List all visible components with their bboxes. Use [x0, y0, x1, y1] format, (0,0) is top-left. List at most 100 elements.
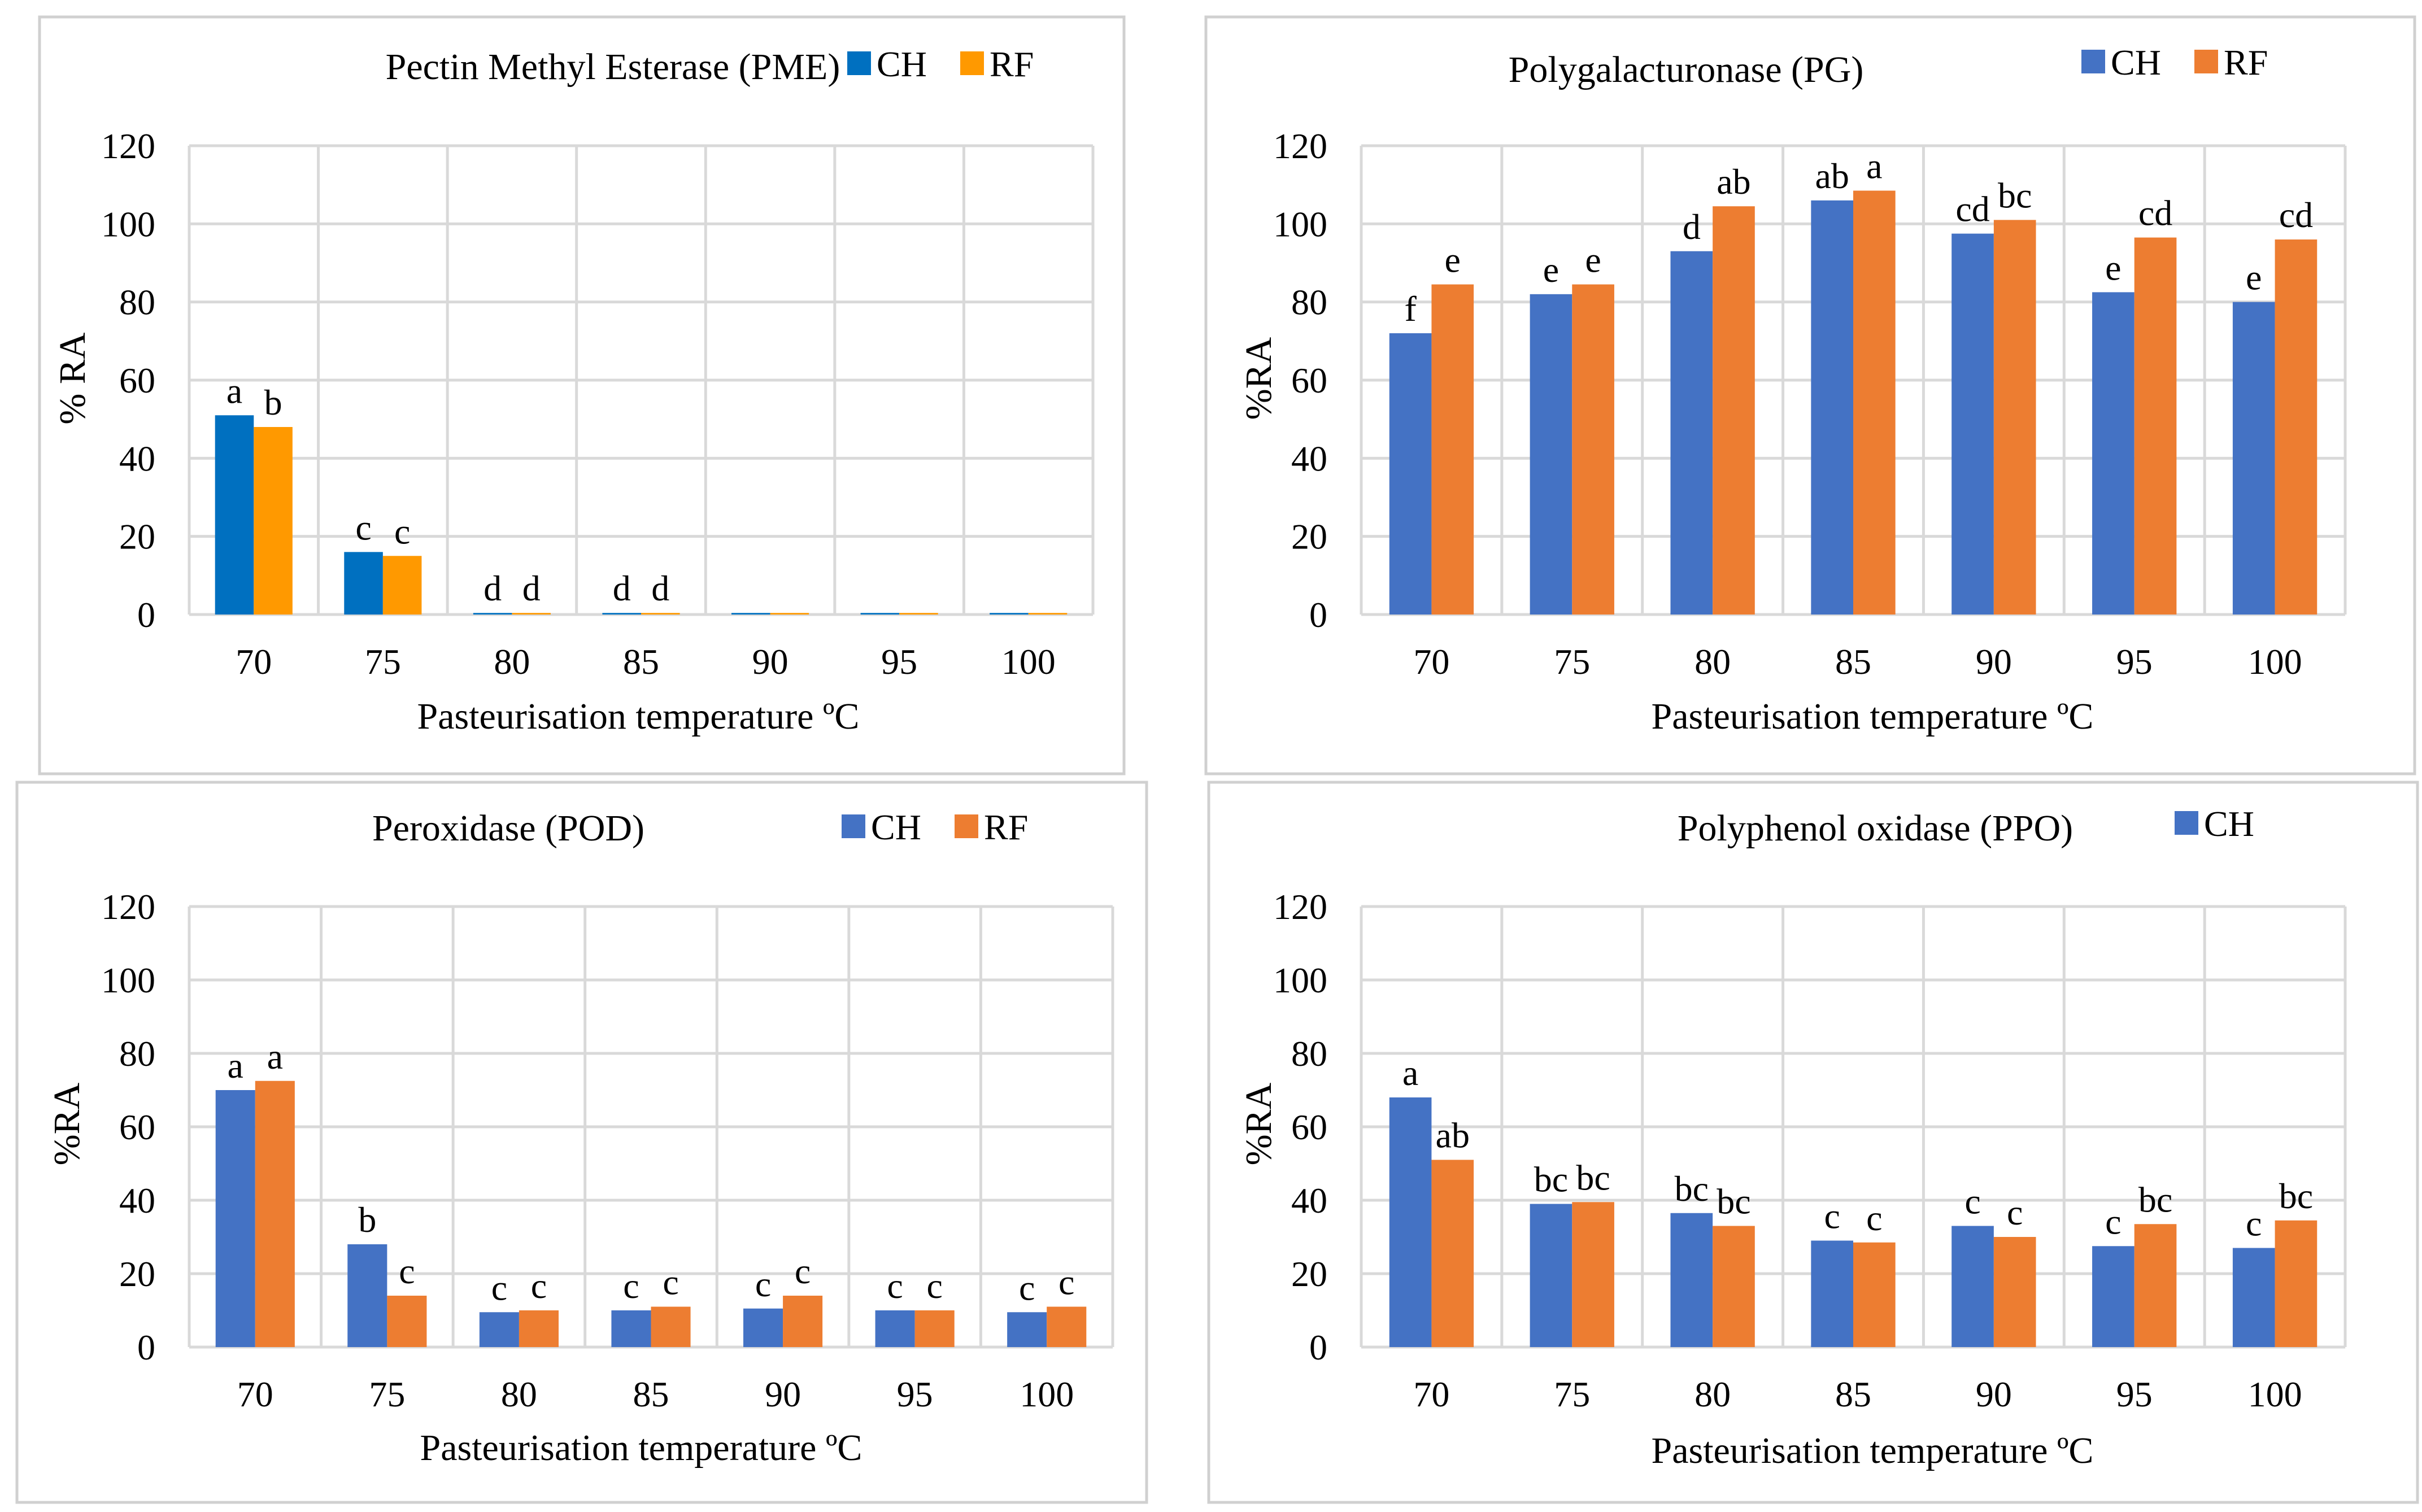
- significance-label: e: [1543, 250, 1559, 290]
- significance-label: bc: [2138, 1179, 2172, 1219]
- legend-label-ch: CH: [871, 807, 921, 847]
- significance-label: d: [522, 568, 541, 608]
- x-tick-label: 95: [897, 1374, 933, 1414]
- significance-label: cd: [1955, 189, 1989, 229]
- bar-rf-90: [770, 613, 809, 615]
- bar-ch-90: [731, 613, 770, 615]
- y-tick-label: 0: [1309, 1327, 1327, 1367]
- x-tick-label: 90: [1976, 1374, 2012, 1414]
- x-tick-label: 95: [881, 642, 917, 682]
- x-axis-title: Pasteurisation temperature ºC: [417, 696, 860, 737]
- y-tick-label: 40: [119, 1180, 155, 1221]
- x-tick-label: 95: [2116, 1374, 2153, 1414]
- bar-rf-85: [1853, 190, 1896, 615]
- legend-label-rf: RF: [984, 807, 1028, 847]
- bar-rf-95: [899, 613, 938, 615]
- bar-rf-70: [1431, 284, 1474, 615]
- significance-label: bc: [1717, 1182, 1750, 1222]
- panel-frame: [15, 781, 1148, 1504]
- y-tick-label: 0: [137, 595, 155, 635]
- y-tick-label: 20: [119, 1254, 155, 1294]
- significance-label: ab: [1815, 156, 1849, 196]
- bar-rf-70: [1431, 1160, 1474, 1347]
- y-tick-label: 100: [1273, 204, 1327, 244]
- x-axis-title: Pasteurisation temperature ºC: [1652, 696, 2094, 737]
- bar-rf-90: [1993, 1237, 2036, 1347]
- legend-swatch-rf: [960, 51, 984, 75]
- significance-label: bc: [1998, 175, 2032, 215]
- significance-label: d: [483, 568, 502, 608]
- bar-ch-90: [1951, 233, 1994, 615]
- y-axis-title: %RA: [1238, 337, 1279, 420]
- bar-rf-100: [1028, 613, 1068, 615]
- significance-label: c: [887, 1266, 903, 1306]
- significance-label: e: [2105, 247, 2121, 287]
- significance-label: ab: [1436, 1116, 1470, 1156]
- y-tick-label: 40: [119, 438, 155, 478]
- significance-label: c: [2246, 1204, 2262, 1244]
- significance-label: a: [226, 371, 242, 411]
- y-tick-label: 120: [101, 126, 155, 166]
- y-tick-label: 120: [1273, 126, 1327, 166]
- x-tick-label: 90: [752, 642, 789, 682]
- bar-ch-70: [215, 415, 254, 615]
- legend-swatch-ch: [842, 814, 865, 838]
- bar-ch-70: [1389, 333, 1432, 615]
- panel-frame: [38, 15, 1126, 775]
- bar-rf-75: [387, 1296, 427, 1347]
- x-tick-label: 70: [236, 642, 272, 682]
- significance-label: c: [491, 1267, 507, 1308]
- y-tick-label: 20: [1291, 1254, 1327, 1294]
- y-tick-label: 60: [1291, 1107, 1327, 1147]
- significance-label: bc: [1576, 1157, 1610, 1197]
- significance-label: bc: [1534, 1160, 1568, 1200]
- bar-ch-70: [1389, 1097, 1432, 1347]
- bar-ch-75: [1530, 1204, 1572, 1347]
- chart-title: Peroxidase (POD): [372, 808, 644, 849]
- bar-rf-80: [519, 1310, 559, 1347]
- significance-label: a: [228, 1045, 243, 1086]
- significance-label: c: [623, 1266, 639, 1306]
- legend-swatch-ch: [2081, 50, 2105, 73]
- y-axis-title: %RA: [1238, 1082, 1279, 1165]
- significance-label: c: [926, 1266, 942, 1306]
- y-tick-label: 120: [1273, 887, 1327, 927]
- bar-rf-90: [783, 1296, 823, 1347]
- bar-ch-75: [1530, 294, 1572, 615]
- bar-ch-100: [2232, 302, 2275, 615]
- bar-rf-100: [1047, 1306, 1087, 1347]
- significance-label: a: [1402, 1053, 1418, 1093]
- y-axis-title: % RA: [52, 332, 93, 425]
- bar-rf-95: [914, 1310, 955, 1347]
- x-tick-label: 85: [633, 1374, 669, 1414]
- y-tick-label: 100: [101, 204, 155, 244]
- significance-label: d: [613, 568, 631, 608]
- x-tick-label: 75: [1554, 642, 1590, 682]
- significance-label: c: [2105, 1201, 2121, 1241]
- legend-swatch-rf: [2194, 50, 2218, 73]
- bar-ch-80: [1670, 251, 1713, 615]
- bar-rf-80: [512, 613, 551, 615]
- legend-swatch-ch: [847, 51, 871, 75]
- x-axis-title: Pasteurisation temperature ºC: [420, 1427, 862, 1469]
- x-tick-label: 100: [1001, 642, 1056, 682]
- legend-swatch-ch: [2175, 811, 2198, 835]
- legend-label-ch: CH: [2204, 804, 2254, 844]
- bar-rf-85: [651, 1306, 691, 1347]
- legend-label-ch: CH: [2111, 42, 2161, 82]
- x-tick-label: 80: [1694, 1374, 1731, 1414]
- x-tick-label: 70: [1413, 642, 1449, 682]
- bar-ch-100: [990, 613, 1029, 615]
- significance-label: a: [1866, 146, 1882, 186]
- legend-label-rf: RF: [990, 44, 1034, 84]
- bar-ch-90: [1951, 1226, 1994, 1347]
- chart-title: Pectin Methyl Esterase (PME): [386, 46, 840, 88]
- significance-label: c: [355, 507, 371, 547]
- x-tick-label: 80: [501, 1374, 537, 1414]
- significance-label: e: [2246, 258, 2262, 298]
- y-tick-label: 100: [1273, 960, 1327, 1000]
- bar-rf-80: [1713, 206, 1755, 615]
- significance-label: ab: [1717, 162, 1750, 202]
